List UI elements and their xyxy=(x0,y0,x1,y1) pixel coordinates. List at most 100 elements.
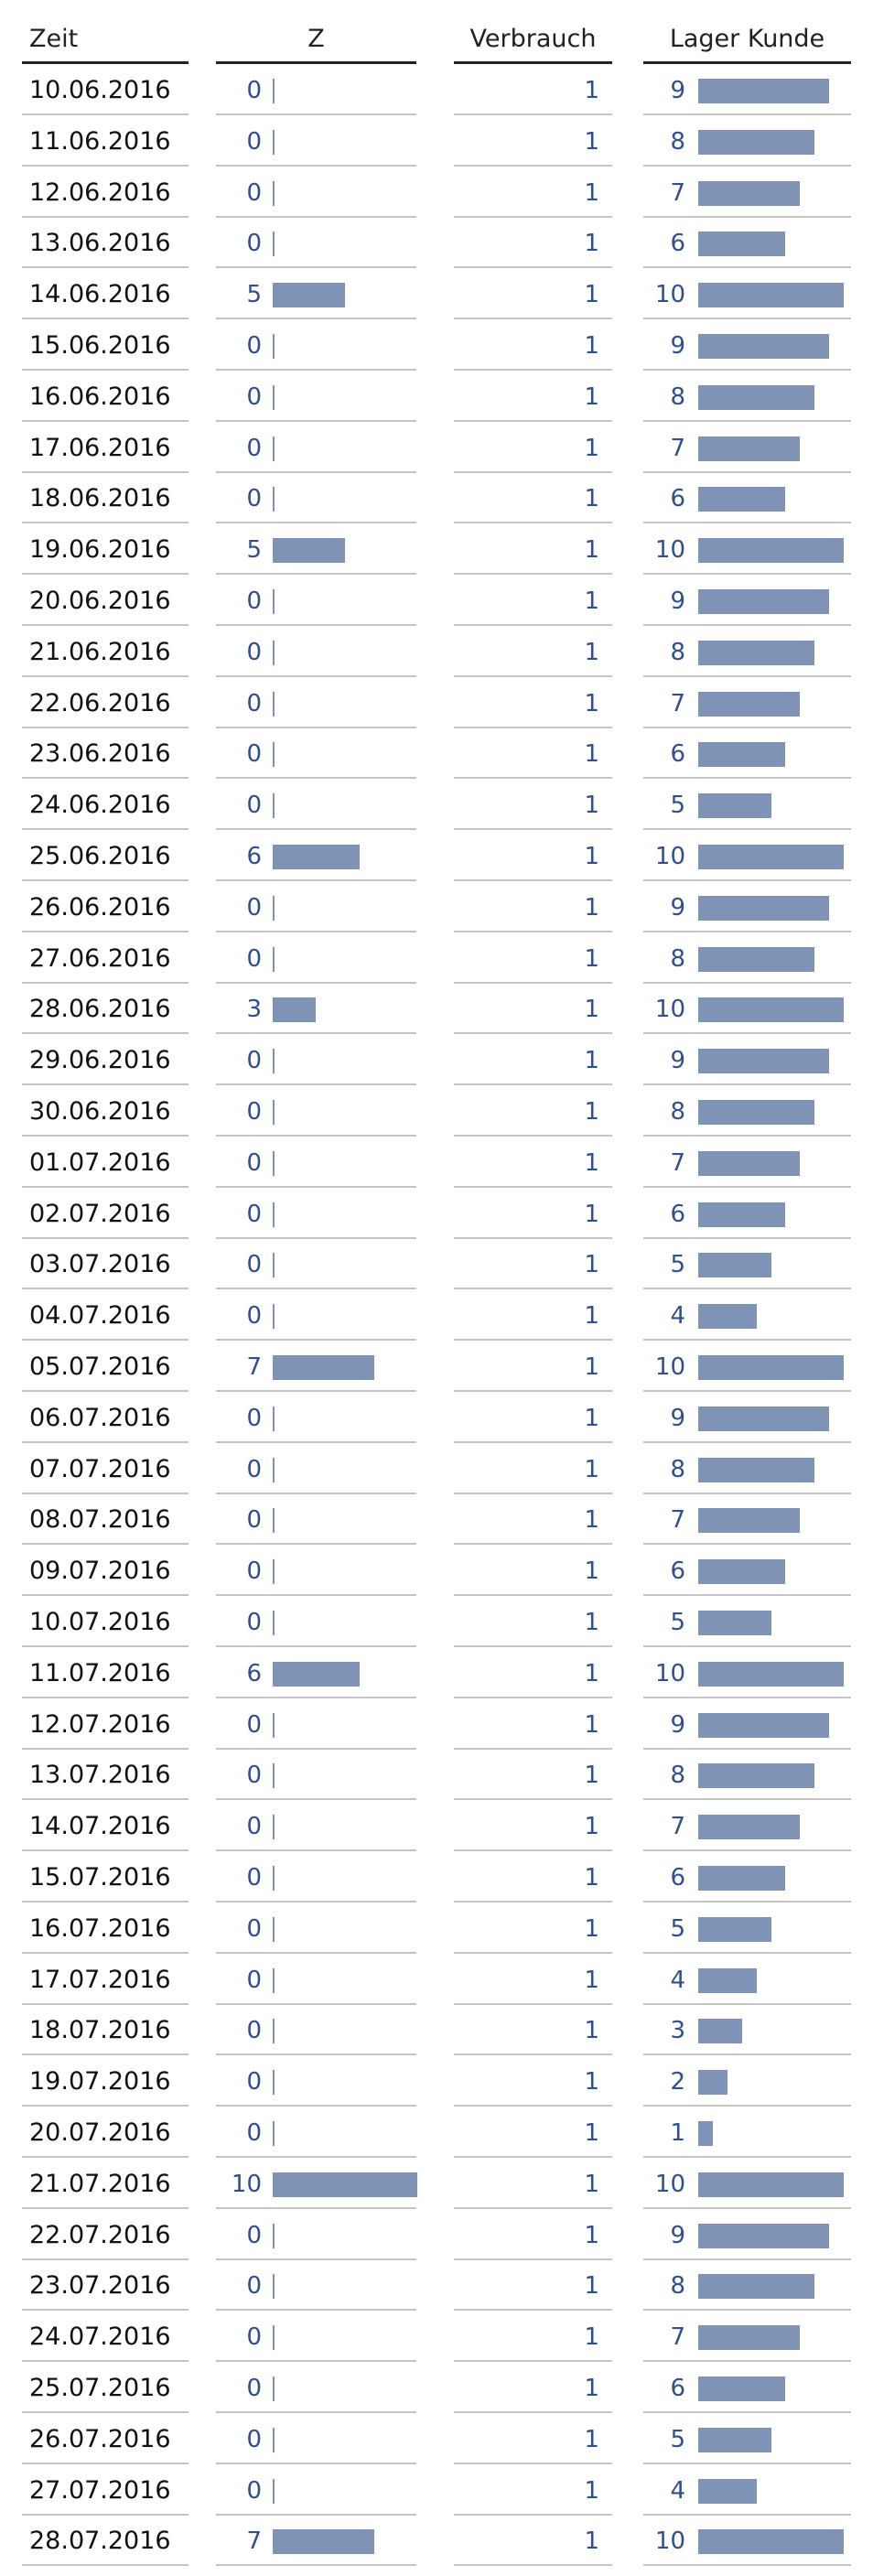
lager-bar xyxy=(698,2224,830,2248)
date-label: 11.06.2016 xyxy=(29,127,171,156)
verbrauch-value: 1 xyxy=(584,1915,599,1943)
cell-z: 0 xyxy=(216,321,416,371)
lager-bar xyxy=(698,1815,801,1839)
cell-z: 0 xyxy=(216,474,416,523)
cell-zeit: 02.07.2016 xyxy=(22,1190,189,1239)
cell-zeit: 23.07.2016 xyxy=(22,2261,189,2311)
lager-bar xyxy=(698,232,786,256)
cell-zeit: 20.07.2016 xyxy=(22,2108,189,2158)
cell-zeit: 10.06.2016 xyxy=(22,66,189,115)
cell-verbrauch: 1 xyxy=(454,2057,612,2107)
verbrauch-value: 1 xyxy=(584,740,599,768)
cell-lager-kunde: 5 xyxy=(643,1904,851,1954)
z-value: 0 xyxy=(246,230,262,257)
cell-zeit: 21.06.2016 xyxy=(22,628,189,677)
cell-verbrauch: 1 xyxy=(454,1547,612,1596)
z-bar xyxy=(273,2325,275,2350)
lager-value: 8 xyxy=(670,1456,685,1483)
cell-z: 0 xyxy=(216,1036,416,1085)
date-label: 21.07.2016 xyxy=(29,2170,171,2198)
z-value: 0 xyxy=(246,792,262,819)
cell-zeit: 13.06.2016 xyxy=(22,219,189,268)
cell-verbrauch: 1 xyxy=(454,1394,612,1443)
cell-verbrauch: 1 xyxy=(454,2415,612,2464)
cell-lager-kunde: 9 xyxy=(643,577,851,626)
z-value: 7 xyxy=(246,1353,262,1381)
verbrauch-value: 1 xyxy=(584,1609,599,1636)
verbrauch-value: 1 xyxy=(584,2068,599,2096)
verbrauch-value: 1 xyxy=(584,1302,599,1330)
cell-z: 0 xyxy=(216,1956,416,2005)
cell-zeit: 05.07.2016 xyxy=(22,1342,189,1392)
z-value: 0 xyxy=(246,128,262,156)
cell-verbrauch: 1 xyxy=(454,2211,612,2260)
z-bar xyxy=(273,334,275,359)
verbrauch-value: 1 xyxy=(584,1711,599,1739)
cell-verbrauch: 1 xyxy=(454,1138,612,1188)
z-bar xyxy=(273,1253,275,1277)
cell-zeit: 16.07.2016 xyxy=(22,1904,189,1954)
cell-verbrauch: 1 xyxy=(454,66,612,115)
cell-verbrauch: 1 xyxy=(454,1190,612,1239)
lager-bar xyxy=(698,334,830,359)
z-bar xyxy=(273,1662,360,1687)
lager-value: 6 xyxy=(670,230,685,257)
lager-value: 6 xyxy=(670,1201,685,1228)
lager-value: 6 xyxy=(670,2375,685,2402)
cell-lager-kunde: 8 xyxy=(643,2261,851,2311)
z-value: 0 xyxy=(246,1302,262,1330)
cell-lager-kunde: 9 xyxy=(643,321,851,371)
lager-value: 9 xyxy=(670,1711,685,1739)
cell-z: 5 xyxy=(216,525,416,575)
lager-value: 2 xyxy=(670,2068,685,2096)
z-value: 0 xyxy=(246,945,262,973)
z-bar xyxy=(273,487,275,512)
cell-z: 0 xyxy=(216,1547,416,1596)
cell-zeit: 27.07.2016 xyxy=(22,2466,189,2516)
verbrauch-value: 1 xyxy=(584,485,599,512)
date-label: 05.07.2016 xyxy=(29,1353,171,1381)
cell-verbrauch: 1 xyxy=(454,2364,612,2413)
lager-value: 10 xyxy=(654,281,685,308)
cell-zeit: 12.07.2016 xyxy=(22,1700,189,1750)
verbrauch-value: 1 xyxy=(584,281,599,308)
cell-verbrauch: 1 xyxy=(454,117,612,167)
cell-verbrauch: 1 xyxy=(454,832,612,881)
lager-value: 10 xyxy=(654,1353,685,1381)
z-bar xyxy=(273,1304,275,1329)
cell-zeit: 26.07.2016 xyxy=(22,2415,189,2464)
cell-verbrauch: 1 xyxy=(454,2006,612,2055)
cell-verbrauch: 1 xyxy=(454,372,612,422)
lager-bar xyxy=(698,742,786,767)
cell-lager-kunde: 6 xyxy=(643,1547,851,1596)
lager-bar xyxy=(698,1763,815,1788)
verbrauch-value: 1 xyxy=(584,1098,599,1126)
cell-lager-kunde: 10 xyxy=(643,2160,851,2209)
z-value: 0 xyxy=(246,1456,262,1483)
z-bar xyxy=(273,2172,417,2197)
cell-verbrauch: 1 xyxy=(454,934,612,984)
cell-z: 0 xyxy=(216,168,416,218)
z-value: 6 xyxy=(246,1660,262,1687)
cell-z: 0 xyxy=(216,679,416,728)
z-value: 5 xyxy=(246,281,262,308)
cell-verbrauch: 1 xyxy=(454,1087,612,1137)
lager-bar xyxy=(698,2325,801,2350)
z-bar xyxy=(273,1713,275,1738)
z-value: 0 xyxy=(246,894,262,922)
cell-lager-kunde: 7 xyxy=(643,424,851,473)
verbrauch-value: 1 xyxy=(584,2426,599,2453)
cell-z: 0 xyxy=(216,1802,416,1851)
lager-value: 7 xyxy=(670,690,685,717)
z-bar xyxy=(273,2070,275,2095)
date-label: 01.07.2016 xyxy=(29,1148,171,1177)
verbrauch-value: 1 xyxy=(584,690,599,717)
lager-value: 8 xyxy=(670,128,685,156)
cell-z: 3 xyxy=(216,985,416,1034)
cell-z: 6 xyxy=(216,1649,416,1698)
cell-zeit: 01.07.2016 xyxy=(22,1138,189,1188)
cell-verbrauch: 1 xyxy=(454,1700,612,1750)
z-value: 10 xyxy=(231,2171,262,2198)
z-bar xyxy=(273,1458,275,1482)
